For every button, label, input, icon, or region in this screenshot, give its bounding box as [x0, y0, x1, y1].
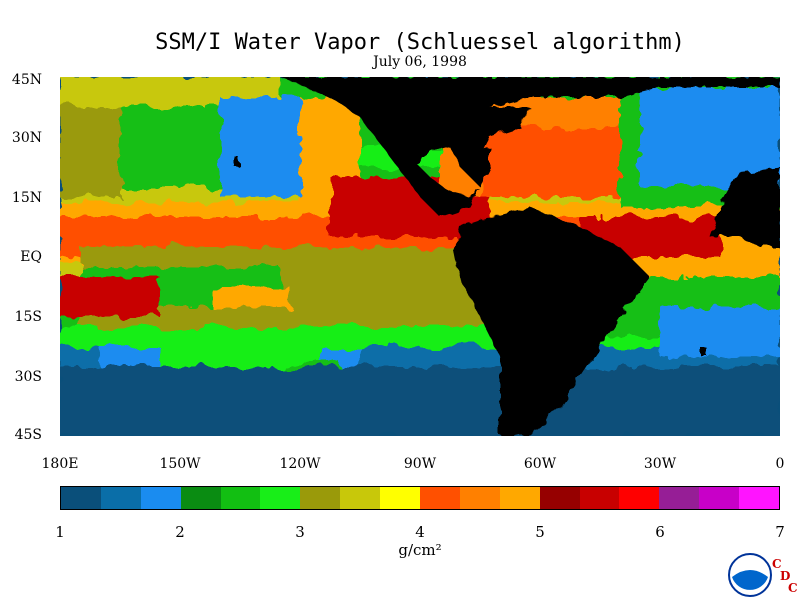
colorbar-tick-7: 7	[775, 523, 785, 541]
lat-label-45n: 45N	[11, 72, 42, 88]
lat-label-15s: 15S	[14, 309, 42, 325]
colorbar-tick-5: 5	[535, 523, 545, 541]
lon-label-90w: 90W	[403, 456, 437, 472]
colorbar-swatch	[300, 487, 341, 509]
colorbar-swatch	[579, 487, 620, 509]
colorbar-tick-3: 3	[295, 523, 305, 541]
colorbar-swatch	[260, 487, 301, 509]
colorbar-swatch	[420, 487, 460, 509]
lon-label-30w: 30W	[643, 456, 677, 472]
colorbar-swatch	[380, 487, 421, 509]
chart-title: SSM/I Water Vapor (Schluessel algorithm)	[155, 30, 685, 55]
colorbar-swatch	[539, 487, 580, 509]
logo-letter-d: D	[780, 569, 791, 583]
lon-label-150w: 150W	[159, 456, 201, 472]
colorbar-swatch	[699, 487, 740, 509]
lon-label-180e: 180E	[41, 456, 79, 472]
logo-letter-c2: C	[788, 581, 798, 595]
colorbar-swatch	[180, 487, 221, 509]
logo-letter-c1: C	[772, 557, 782, 571]
colorbar-swatch	[61, 487, 101, 509]
colorbar-unit-label: g/cm²	[398, 541, 442, 559]
colorbar-swatch	[340, 487, 381, 509]
colorbar	[60, 486, 780, 510]
water-vapor-map	[60, 77, 780, 436]
lat-label-eq: EQ	[20, 249, 42, 265]
colorbar-swatch	[619, 487, 660, 509]
lat-label-30s: 30S	[14, 369, 42, 385]
noaa-emblem-icon	[728, 553, 772, 597]
colorbar-swatch	[459, 487, 500, 509]
colorbar-swatch	[659, 487, 700, 509]
colorbar-swatch	[739, 487, 780, 509]
colorbar-swatch	[140, 487, 181, 509]
colorbar-tick-2: 2	[175, 523, 185, 541]
colorbar-swatch	[220, 487, 261, 509]
land-masses	[235, 77, 780, 436]
lat-label-30n: 30N	[11, 130, 42, 146]
lat-label-15n: 15N	[11, 190, 42, 206]
lon-label-120w: 120W	[279, 456, 321, 472]
colorbar-tick-6: 6	[655, 523, 665, 541]
colorbar-tick-4: 4	[415, 523, 425, 541]
colorbar-tick-1: 1	[55, 523, 65, 541]
lon-label-0: 0	[775, 456, 785, 472]
noaa-cdc-logo: C D C	[728, 553, 798, 597]
lat-label-45s: 45S	[14, 427, 42, 443]
lon-label-60w: 60W	[523, 456, 557, 472]
colorbar-swatch	[499, 487, 540, 509]
colorbar-swatch	[100, 487, 141, 509]
chart-date: July 06, 1998	[373, 54, 467, 70]
